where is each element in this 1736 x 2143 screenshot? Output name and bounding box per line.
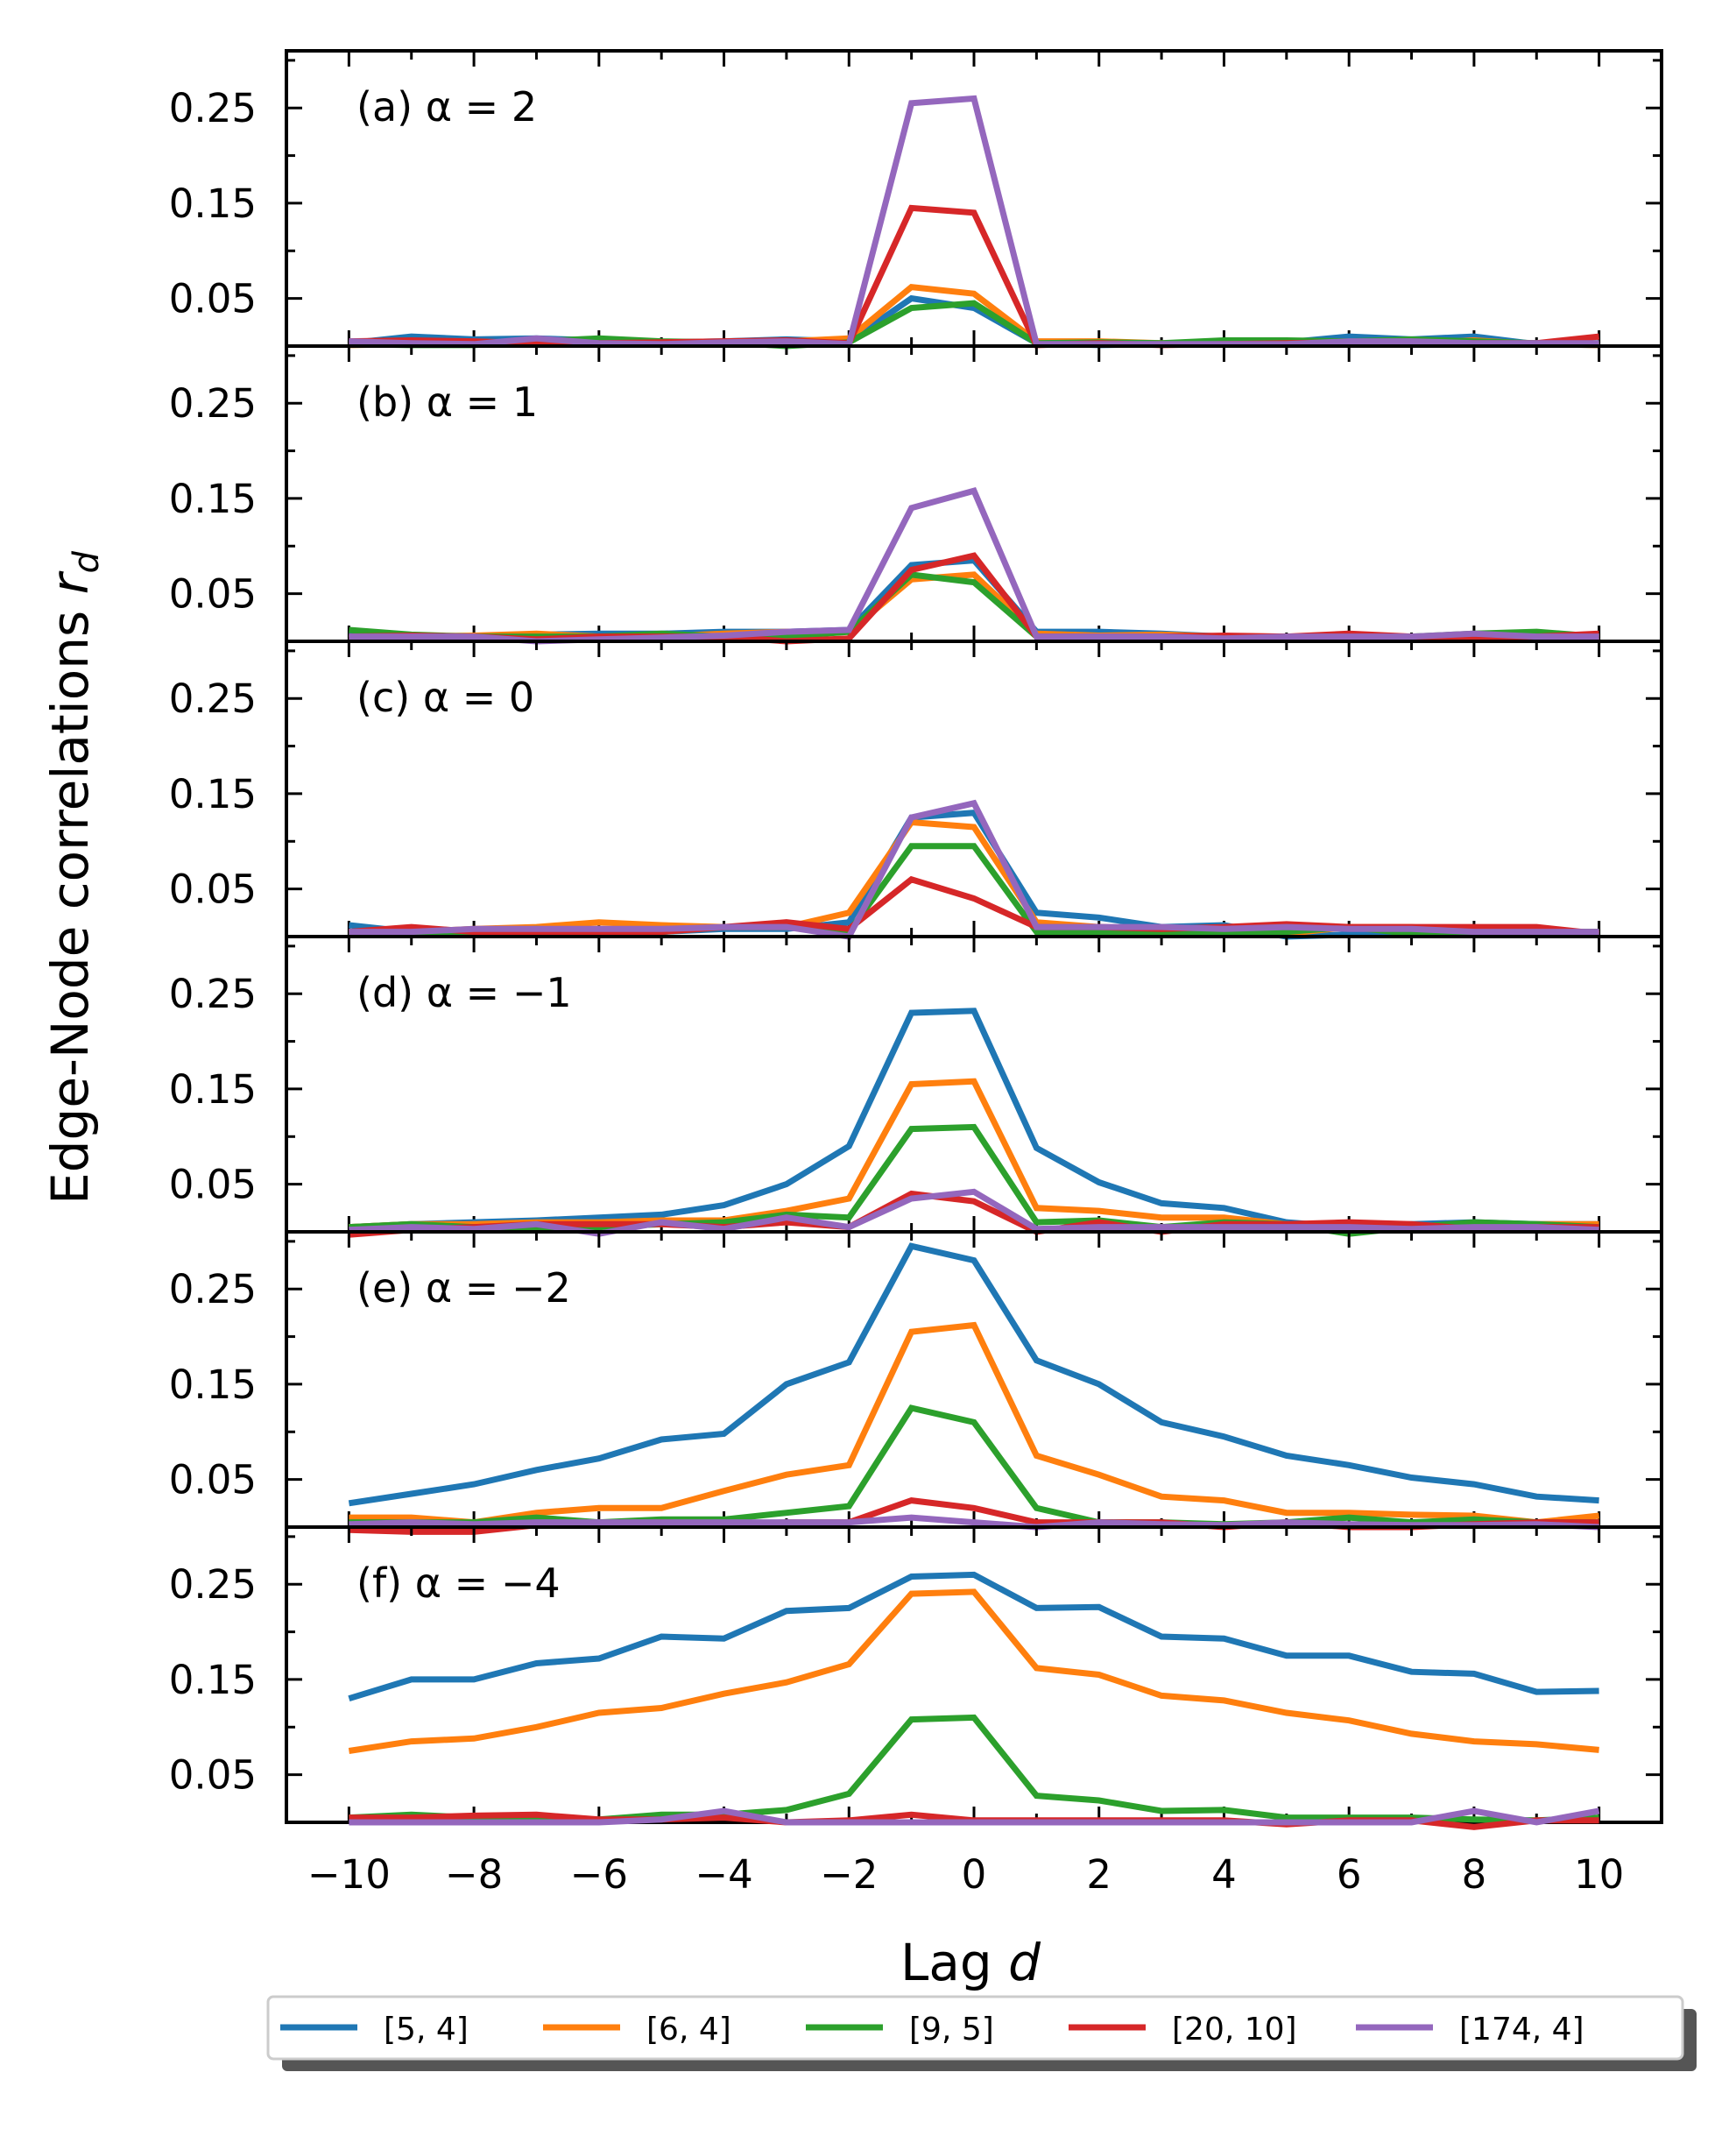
legend: [5, 4] [6, 4] [9, 5] [20, 10] [174, 4] bbox=[266, 1995, 1697, 2071]
y-tick-label: 0.15 bbox=[169, 1066, 257, 1113]
panel-label: (e) α = −2 bbox=[356, 1264, 571, 1312]
series-line-0 bbox=[348, 1242, 1599, 1507]
y-axis-title-symbol: r bbox=[40, 570, 100, 594]
panel-label-letter: (f) bbox=[356, 1560, 415, 1607]
legend-box bbox=[266, 1995, 1684, 2061]
y-tick-label: 0.15 bbox=[169, 476, 257, 522]
panel-label-alpha: α = −1 bbox=[427, 969, 572, 1016]
x-tick-label: −10 bbox=[307, 1851, 391, 1898]
y-tick-label: 0.15 bbox=[169, 1361, 257, 1408]
series-line-4 bbox=[349, 1514, 1599, 1531]
panel-5: 0.05 0.15 0.25 (f) α = −4 bbox=[169, 1525, 1663, 1830]
panel-0: 0.05 0.15 0.25 (a) α = 2 bbox=[169, 49, 1663, 350]
y-tick-label: 0.15 bbox=[169, 1657, 257, 1703]
y-tick-label: 0.25 bbox=[169, 85, 257, 131]
x-tick-label: 2 bbox=[1086, 1851, 1111, 1898]
series-line-4 bbox=[349, 799, 1599, 940]
y-tick-label: 0.15 bbox=[169, 771, 257, 817]
panel-1: 0.05 0.15 0.25 (b) α = 1 bbox=[169, 344, 1663, 645]
panel-label: (d) α = −1 bbox=[356, 969, 572, 1016]
panel-label-letter: (e) bbox=[356, 1264, 426, 1312]
legend-label-1: [6, 4] bbox=[646, 2012, 731, 2048]
x-tick-label: −2 bbox=[820, 1851, 878, 1898]
y-axis-title: Edge-Node correlations rd bbox=[40, 550, 107, 1204]
y-tick-label: 0.25 bbox=[169, 1561, 257, 1608]
x-tick-label: 8 bbox=[1462, 1851, 1487, 1898]
panels: 0.05 0.15 0.25 (a) α = 2 0.05 0.15 0.25 (b) α =… bbox=[169, 49, 1663, 1830]
y-tick-label: 0.05 bbox=[169, 1752, 257, 1799]
panel-label: (f) α = −4 bbox=[356, 1560, 561, 1607]
panel-label-letter: (a) bbox=[356, 83, 426, 131]
panel-4: 0.05 0.15 0.25 (e) α = −2 bbox=[169, 1230, 1663, 1535]
legend-label-0: [5, 4] bbox=[384, 2012, 469, 2048]
x-tick-label: 10 bbox=[1574, 1851, 1624, 1898]
series-line-2 bbox=[349, 1404, 1599, 1528]
series-line-3 bbox=[349, 1190, 1599, 1238]
panel-label-alpha: α = −2 bbox=[426, 1264, 571, 1312]
legend-label-3: [20, 10] bbox=[1172, 2012, 1297, 2048]
series-line-4 bbox=[349, 1807, 1600, 1826]
series-line-4 bbox=[349, 95, 1599, 348]
y-tick-label: 0.05 bbox=[169, 1457, 257, 1503]
legend-label-2: [9, 5] bbox=[909, 2012, 994, 2048]
panel-label-letter: (b) bbox=[356, 378, 427, 426]
series-line-1 bbox=[348, 1588, 1599, 1754]
y-tick-label: 0.05 bbox=[169, 276, 257, 322]
y-tick-label: 0.25 bbox=[169, 380, 257, 427]
x-tick-label: 4 bbox=[1211, 1851, 1237, 1898]
panel-label-alpha: α = 2 bbox=[426, 83, 537, 131]
panel-label-alpha: α = 1 bbox=[427, 378, 538, 426]
y-tick-label: 0.05 bbox=[169, 866, 257, 913]
y-axis-title-subscript: d bbox=[67, 550, 107, 573]
panel-label: (a) α = 2 bbox=[356, 83, 537, 131]
y-tick-label: 0.25 bbox=[169, 1266, 257, 1312]
x-axis-title-text: Lag bbox=[900, 1933, 1008, 1992]
legend-label-4: [174, 4] bbox=[1459, 2012, 1584, 2048]
panel-label: (b) α = 1 bbox=[356, 378, 538, 426]
x-axis-title-symbol: d bbox=[1008, 1933, 1041, 1992]
panel-label-alpha: α = 0 bbox=[423, 674, 534, 721]
x-tick-label: 0 bbox=[962, 1851, 987, 1898]
legend-items: [5, 4] [6, 4] [9, 5] [20, 10] [174, 4] bbox=[280, 2012, 1584, 2048]
x-axis-title: Lag d bbox=[900, 1933, 1041, 1992]
x-axis: −10 −8 −6 −4 −2 0 2 4 6 8 10 bbox=[307, 1851, 1624, 1898]
panel-label: (c) α = 0 bbox=[356, 674, 534, 721]
x-tick-label: −6 bbox=[570, 1851, 628, 1898]
y-tick-label: 0.25 bbox=[169, 675, 257, 722]
panel-label-letter: (d) bbox=[356, 969, 427, 1016]
y-tick-label: 0.05 bbox=[169, 571, 257, 618]
y-tick-label: 0.25 bbox=[169, 971, 257, 1017]
x-tick-label: −4 bbox=[695, 1851, 752, 1898]
x-tick-label: 6 bbox=[1337, 1851, 1362, 1898]
y-axis-title-text: Edge-Node correlations bbox=[40, 594, 100, 1205]
x-tick-label: −8 bbox=[445, 1851, 503, 1898]
series-line-4 bbox=[349, 1188, 1599, 1237]
y-tick-label: 0.05 bbox=[169, 1162, 257, 1208]
panel-2: 0.05 0.15 0.25 (c) α = 0 bbox=[169, 640, 1663, 940]
y-tick-label: 0.15 bbox=[169, 180, 257, 227]
panel-label-letter: (c) bbox=[356, 674, 423, 721]
series-line-0 bbox=[348, 1571, 1599, 1702]
panel-label-alpha: α = −4 bbox=[415, 1560, 561, 1607]
series-line-1 bbox=[349, 1321, 1599, 1526]
